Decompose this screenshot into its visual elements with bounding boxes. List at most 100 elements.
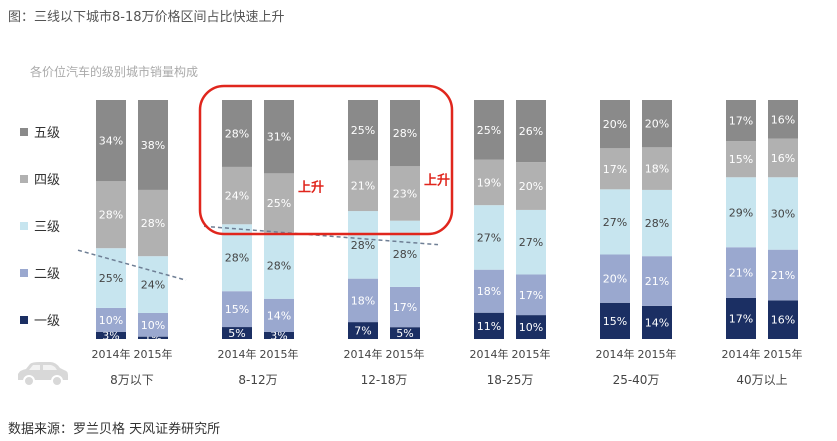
data-label: 28% (225, 252, 249, 265)
data-label: 18% (351, 294, 375, 307)
bar-segment (642, 256, 672, 306)
bar-segment (390, 100, 420, 167)
data-label: 7% (354, 325, 371, 338)
year-tick-label: 2015年 (134, 347, 173, 361)
data-label: 28% (645, 217, 669, 230)
year-tick-label: 2015年 (260, 347, 299, 361)
data-label: 29% (729, 206, 753, 219)
data-label: 16% (771, 113, 795, 126)
data-label: 14% (645, 316, 669, 329)
bar-segment (600, 100, 630, 149)
data-label: 19% (477, 176, 501, 189)
bar-segment (390, 327, 420, 339)
data-label: 27% (477, 231, 501, 244)
rise-annotation: 上升 (298, 179, 324, 195)
year-tick-label: 2014年 (218, 347, 257, 361)
bar-segment (726, 100, 756, 142)
data-label: 17% (603, 163, 627, 176)
category-tick-label: 12-18万 (361, 373, 408, 387)
bar-segment (726, 297, 756, 339)
data-label: 17% (729, 115, 753, 128)
bar-segment (222, 100, 252, 167)
rise-annotation: 上升 (424, 172, 450, 188)
data-label: 20% (603, 118, 627, 131)
bar-segment (642, 100, 672, 148)
data-label: 24% (225, 190, 249, 203)
bar-segment (222, 166, 252, 225)
bar-segment (96, 248, 126, 308)
bar-segment (96, 181, 126, 249)
bar-segment (348, 278, 378, 323)
legend-label: 一级 (34, 314, 60, 329)
bar-segment (516, 315, 546, 339)
category-tick-label: 18-25万 (487, 373, 534, 387)
trend-line (77, 249, 187, 281)
figure-title: 图：三线以下城市8-18万价格区间占比快速上升 (8, 10, 285, 25)
data-label: 10% (141, 319, 165, 332)
bar-segment (390, 286, 420, 328)
data-label: 10% (99, 314, 123, 327)
bar-segment (264, 331, 294, 339)
bar-segment (96, 100, 126, 182)
year-tick-label: 2015年 (512, 347, 551, 361)
data-label: 20% (645, 118, 669, 131)
data-label: 15% (603, 315, 627, 328)
legend-swatch (20, 269, 28, 277)
data-label: 25% (267, 197, 291, 210)
category-tick-label: 8万以下 (110, 373, 154, 387)
data-label: 28% (393, 127, 417, 140)
bar-segment (600, 254, 630, 303)
bar-segment (474, 159, 504, 206)
data-label: 25% (351, 124, 375, 137)
bar-segment (768, 100, 798, 139)
data-label: 34% (99, 135, 123, 148)
bar-segment (726, 247, 756, 298)
bar-segment (474, 269, 504, 313)
bar-segment (264, 100, 294, 174)
trend-lines (77, 225, 439, 281)
data-label: 38% (141, 139, 165, 152)
bar-segment (516, 274, 546, 316)
legend-swatch (20, 128, 28, 136)
data-label: 21% (729, 267, 753, 280)
highlight-box (198, 84, 454, 236)
bar-segment (96, 331, 126, 339)
bar-segment (516, 209, 546, 275)
category-tick-label: 8-12万 (238, 373, 277, 387)
data-label: 11% (477, 320, 501, 333)
data-label: 5% (228, 327, 245, 340)
data-label: 28% (267, 260, 291, 273)
bar-segment (390, 166, 420, 221)
bar-segment (726, 177, 756, 248)
data-label: 24% (141, 279, 165, 292)
bar-segment (642, 189, 672, 257)
data-label: 20% (519, 180, 543, 193)
chart-title: 各价位汽车的级别城市销量构成 (30, 64, 198, 79)
bar-segment (390, 220, 420, 287)
bar-segment (474, 205, 504, 270)
legend-swatch (20, 316, 28, 324)
data-label: 10% (519, 321, 543, 334)
year-tick-label: 2015年 (764, 347, 803, 361)
bar-segment (138, 189, 168, 257)
data-label: 18% (477, 285, 501, 298)
bar-segment (222, 224, 252, 292)
bar-segment (348, 322, 378, 339)
bar-segment (516, 162, 546, 210)
bar-segment (138, 336, 168, 339)
data-label: 28% (393, 248, 417, 261)
bar-segment (348, 211, 378, 279)
data-label: 16% (771, 314, 795, 327)
data-label: 17% (729, 312, 753, 325)
data-label: 3% (270, 329, 287, 342)
car-icon (18, 362, 68, 387)
year-tick-label: 2014年 (470, 347, 509, 361)
year-tick-label: 2014年 (92, 347, 131, 361)
bar-segment (726, 141, 756, 178)
data-label: 21% (771, 269, 795, 282)
data-label: 16% (771, 152, 795, 165)
bar-segment (600, 302, 630, 339)
